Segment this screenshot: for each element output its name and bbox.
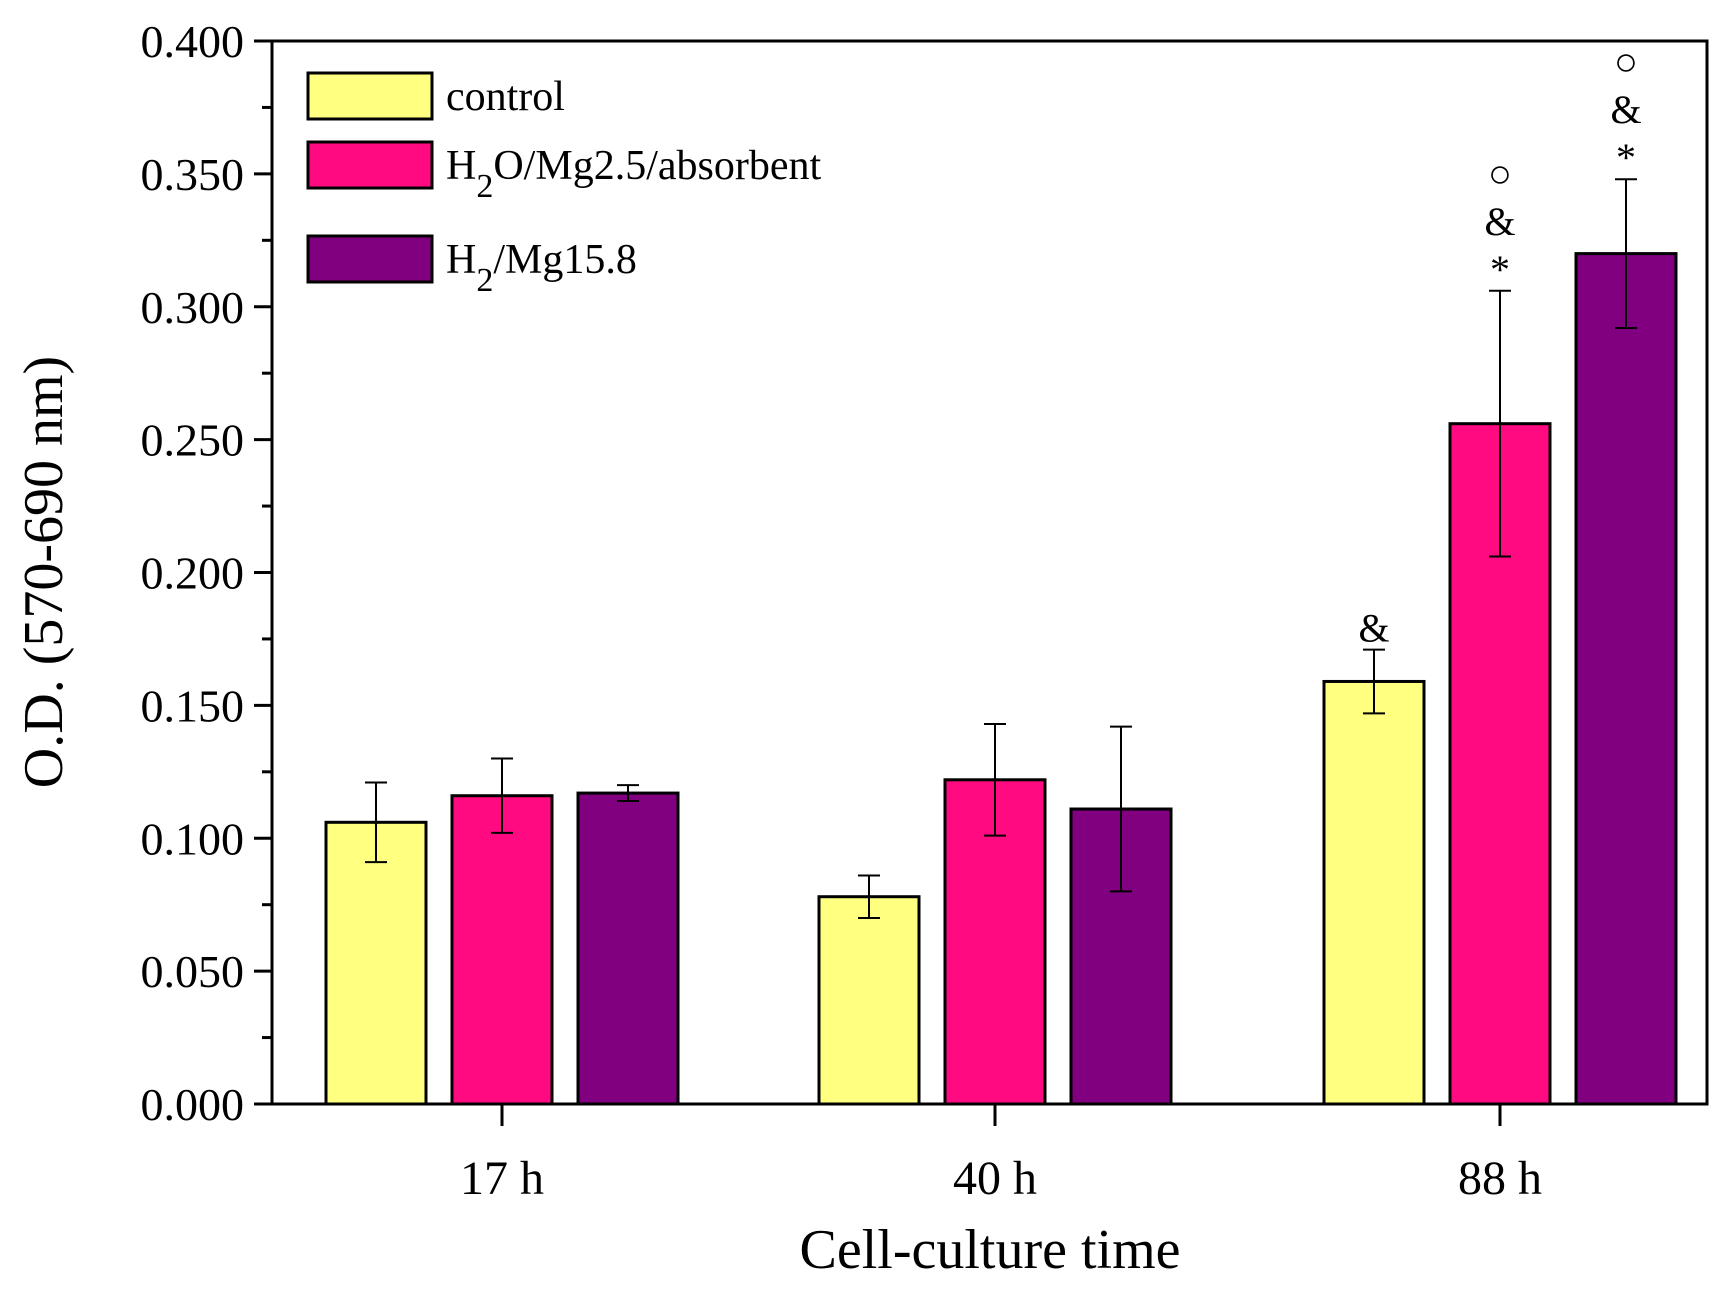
- error-bars: [365, 178, 1637, 919]
- bar-1-2: [817, 895, 921, 1106]
- legend-label: H2/Mg15.8: [446, 237, 637, 299]
- x-tick-label: 17 h: [460, 1152, 544, 1205]
- significance-annotations: &*&○ *&○: [1358, 39, 1641, 650]
- y-tick-label: 0.050: [141, 946, 245, 997]
- bar-2-1: [450, 794, 554, 1106]
- y-tick-label: 0.150: [141, 680, 245, 731]
- y-tick-label: 0.100: [141, 813, 245, 864]
- bar-1-3: [1322, 679, 1426, 1106]
- significance-mark: &: [1358, 606, 1389, 651]
- legend-swatch: [306, 71, 434, 121]
- y-axis-ticks: 0.000 0.050 0.100 0.150 0.200 0.250 0.300 0.350…: [141, 16, 272, 1130]
- y-tick-label: 0.400: [141, 16, 245, 67]
- x-tick-label: 40 h: [953, 1152, 1037, 1205]
- legend-swatch: [306, 140, 434, 190]
- bars: [324, 252, 1678, 1106]
- bar-3-1: [576, 791, 680, 1106]
- y-tick-label: 0.350: [141, 149, 245, 200]
- legend-label: control: [446, 74, 565, 120]
- plot-frame: [270, 39, 1709, 1106]
- significance-mark: ○: [1614, 39, 1638, 84]
- x-axis-title: Cell-culture time: [800, 1219, 1181, 1281]
- y-axis-title: O.D. (570-690 nm): [13, 356, 75, 788]
- legend: control H2O/Mg2.5/absorbent H2/Mg15.8: [306, 71, 821, 299]
- significance-mark: &: [1484, 199, 1515, 244]
- legend-label: H2O/Mg2.5/absorbent: [446, 143, 821, 205]
- legend-swatch: [306, 234, 434, 284]
- x-tick-label: 88 h: [1458, 1152, 1542, 1205]
- significance-mark: *: [1616, 135, 1636, 180]
- bar-1-1: [324, 820, 428, 1106]
- significance-mark: ○: [1488, 151, 1512, 196]
- y-tick-label: 0.200: [141, 548, 245, 599]
- significance-mark: *: [1490, 247, 1510, 292]
- bar-3-3: [1574, 252, 1678, 1106]
- y-tick-label: 0.250: [141, 415, 245, 466]
- y-tick-label: 0.300: [141, 282, 245, 333]
- y-tick-label: 0.000: [141, 1079, 245, 1130]
- x-axis: 17 h 40 h 88 h: [460, 1104, 1542, 1205]
- significance-mark: &: [1610, 87, 1641, 132]
